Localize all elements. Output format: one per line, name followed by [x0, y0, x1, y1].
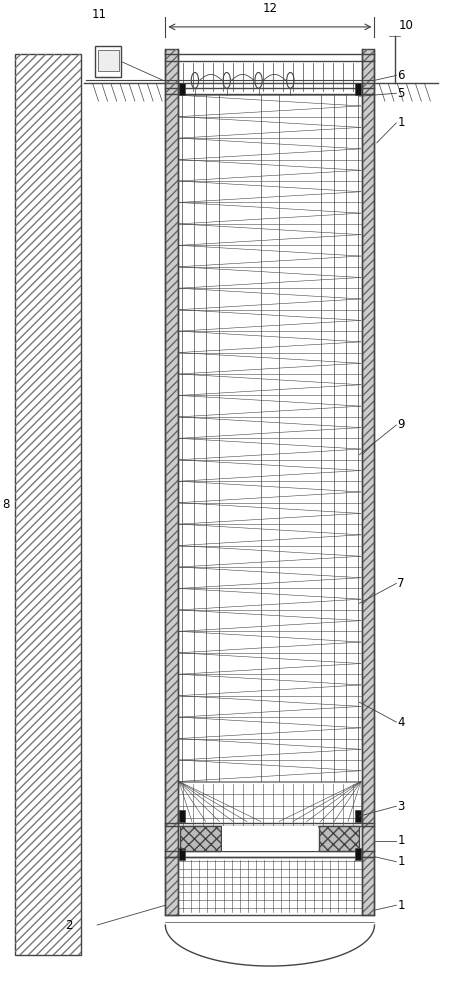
Text: 10: 10 [399, 19, 414, 32]
Bar [222, 826, 318, 851]
Bar [355, 810, 361, 822]
Bar [181, 826, 221, 851]
Bar [355, 83, 361, 95]
Bar [181, 826, 221, 851]
Bar [165, 49, 178, 915]
Text: 1: 1 [397, 899, 405, 912]
Bar [98, 50, 118, 71]
Text: 12: 12 [262, 2, 277, 15]
Text: 1: 1 [397, 834, 405, 847]
Text: 11: 11 [91, 8, 106, 21]
Bar [179, 810, 185, 822]
Bar [362, 49, 374, 915]
Bar [179, 83, 185, 95]
Text: 4: 4 [397, 716, 405, 729]
Bar [355, 848, 361, 860]
Bar [16, 54, 81, 955]
Bar [16, 54, 81, 955]
Text: 5: 5 [397, 87, 404, 100]
Text: 3: 3 [397, 800, 404, 813]
Text: 2: 2 [65, 919, 73, 932]
Bar [362, 49, 374, 915]
Text: 9: 9 [397, 418, 405, 431]
Text: 8: 8 [2, 498, 10, 511]
Text: 1: 1 [397, 855, 405, 868]
Bar [165, 49, 178, 915]
Text: 1: 1 [397, 116, 405, 129]
Text: 6: 6 [397, 69, 405, 82]
Bar [319, 826, 360, 851]
Bar [179, 848, 185, 860]
Bar [319, 826, 360, 851]
Text: 7: 7 [397, 577, 405, 590]
Bar [95, 46, 121, 77]
